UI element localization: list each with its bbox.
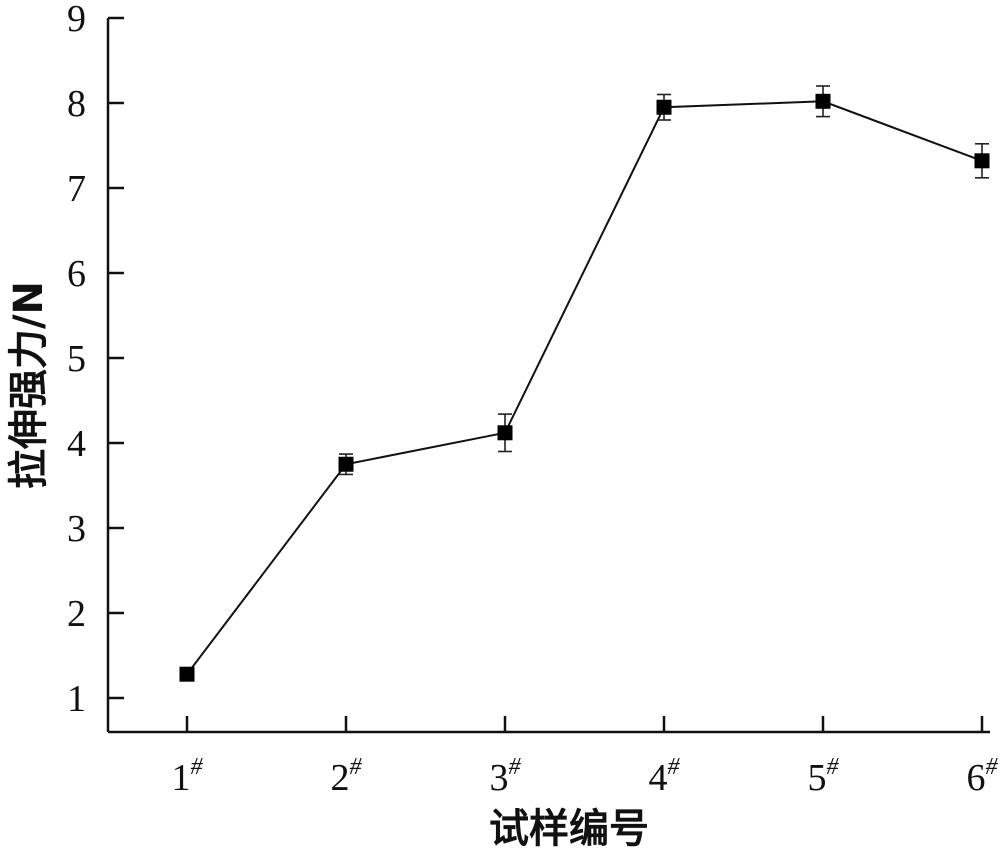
data-point	[656, 99, 672, 115]
x-tick-label: 3#	[490, 754, 522, 799]
series	[179, 85, 990, 682]
data-point	[974, 153, 990, 169]
y-tick-label: 9	[67, 0, 86, 40]
data-point	[179, 666, 195, 682]
series-line	[186, 100, 983, 675]
y-tick-label: 1	[67, 678, 86, 720]
y-tick-label: 8	[67, 83, 86, 125]
y-tick-label: 7	[67, 168, 86, 210]
data-point	[497, 425, 513, 441]
axes	[106, 18, 990, 734]
y-tick-label: 5	[67, 338, 86, 380]
y-tick-label: 2	[67, 593, 86, 635]
x-tick-label: 6#	[967, 754, 999, 799]
y-axis-title: 拉伸强力/N	[6, 281, 52, 489]
x-tick-label: 5#	[808, 754, 840, 799]
x-axis-title: 试样编号	[489, 806, 649, 852]
data-point	[815, 93, 831, 109]
x-ticks: 1# 2# 3# 4# 5# 6#	[172, 716, 999, 799]
y-ticks: 1 2 3 4 5 6 7 8 9	[67, 0, 124, 720]
x-tick-label: 4#	[649, 754, 681, 799]
y-tick-label: 3	[67, 508, 86, 550]
data-point	[338, 456, 354, 472]
x-tick-label: 1#	[172, 754, 204, 799]
y-tick-label: 6	[67, 253, 86, 295]
x-tick-label: 2#	[331, 754, 363, 799]
y-tick-label: 4	[67, 423, 86, 465]
